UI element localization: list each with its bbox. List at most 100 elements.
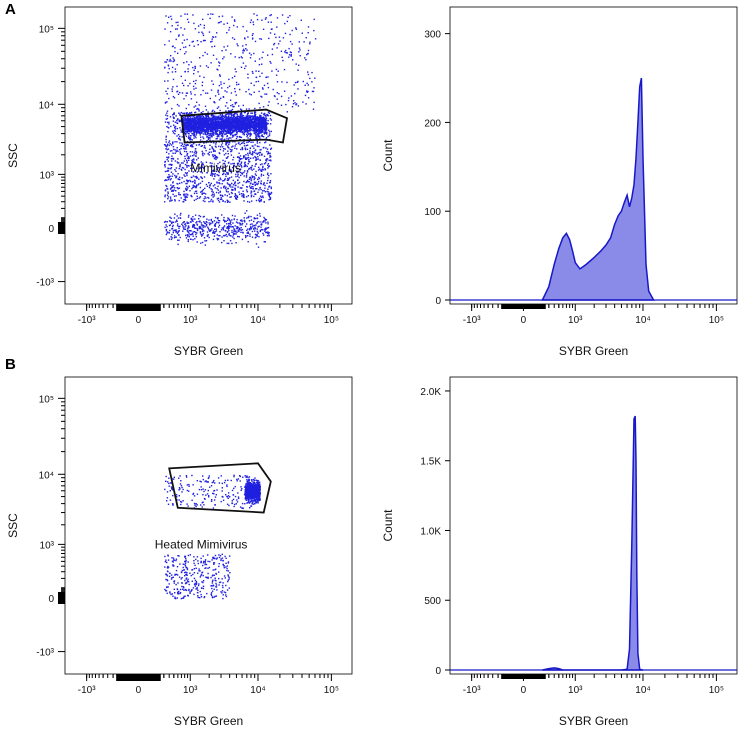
event-dot <box>181 181 183 184</box>
event-dot <box>235 133 237 135</box>
event-dot <box>191 41 193 43</box>
event-dot <box>227 187 229 190</box>
event-dot <box>184 197 187 199</box>
event-dot <box>202 164 204 166</box>
event-dot <box>187 122 189 124</box>
event-dot <box>251 154 254 156</box>
event-dot <box>220 21 222 23</box>
event-dot <box>222 227 224 230</box>
event-dot <box>169 216 171 218</box>
event-dot <box>212 114 214 117</box>
event-dot <box>202 137 205 140</box>
event-dot <box>207 111 209 113</box>
event-dot <box>219 235 221 237</box>
event-dot <box>233 130 235 132</box>
event-dot <box>201 120 203 122</box>
event-dot <box>216 133 218 135</box>
event-dot <box>247 228 249 230</box>
event-dot <box>211 221 214 223</box>
event-dot <box>230 235 232 237</box>
event-dot <box>225 142 228 144</box>
event-dot <box>205 220 207 223</box>
event-dot <box>195 117 197 120</box>
event-dot <box>169 229 171 232</box>
event-dot <box>279 40 281 42</box>
event-dot <box>260 121 262 124</box>
event-dot <box>165 90 167 92</box>
event-dot <box>249 150 251 152</box>
event-dot <box>221 183 223 185</box>
event-dot <box>239 157 242 160</box>
event-dot <box>174 141 176 143</box>
event-dot <box>219 161 221 164</box>
y-axis-title: SSC <box>6 143 20 168</box>
event-dot <box>241 238 244 241</box>
event-dot <box>172 224 174 227</box>
event-dot <box>228 124 230 127</box>
event-dot <box>264 187 266 189</box>
event-dot <box>243 140 245 143</box>
event-dot <box>210 182 212 185</box>
event-dot <box>166 179 168 181</box>
event-dot <box>242 48 245 51</box>
event-dot <box>213 178 215 180</box>
event-dot <box>195 198 197 201</box>
event-dot <box>231 231 233 233</box>
event-dot <box>255 119 257 122</box>
event-dot <box>236 218 238 221</box>
event-dot <box>210 117 212 119</box>
event-dot <box>232 186 234 188</box>
event-dot <box>256 153 258 156</box>
event-dot <box>221 167 223 170</box>
event-dot <box>204 244 206 246</box>
event-dot <box>233 105 235 108</box>
event-dot <box>195 115 198 118</box>
event-dot <box>270 28 273 30</box>
event-dot <box>235 137 238 140</box>
event-dot <box>165 148 167 150</box>
event-dot <box>221 117 223 119</box>
event-dot <box>247 156 249 159</box>
event-dot <box>184 127 187 129</box>
event-dot <box>230 125 233 127</box>
event-dot <box>210 62 212 64</box>
event-dot <box>170 60 172 62</box>
event-dot <box>269 152 271 155</box>
event-dot <box>177 178 179 180</box>
event-dot <box>267 193 269 195</box>
event-dot <box>208 125 210 127</box>
event-dot <box>249 176 251 179</box>
event-dot <box>222 219 225 221</box>
event-dot <box>206 121 209 123</box>
event-dot <box>212 172 214 175</box>
event-dot <box>309 43 311 45</box>
event-dot <box>228 178 230 180</box>
event-dot <box>267 226 270 229</box>
event-dot <box>200 115 202 118</box>
event-dot <box>258 126 260 129</box>
event-dot <box>247 119 249 122</box>
event-dot <box>170 164 172 166</box>
event-dot <box>252 226 254 228</box>
event-dot <box>196 131 198 133</box>
event-dot <box>191 187 193 190</box>
event-dot <box>227 145 229 147</box>
event-dot <box>249 151 251 154</box>
event-dot <box>185 46 187 48</box>
event-dot <box>171 71 174 73</box>
event-dot <box>264 129 267 131</box>
event-dot <box>267 163 270 165</box>
event-dot <box>185 51 187 53</box>
event-dot <box>297 80 299 83</box>
event-dot <box>186 119 189 121</box>
event-dot <box>224 178 226 181</box>
event-dot <box>208 151 210 153</box>
event-dot <box>226 135 228 138</box>
event-dot <box>217 116 219 119</box>
event-dot <box>249 161 251 163</box>
event-dot <box>207 138 210 140</box>
event-dot <box>240 227 242 229</box>
event-dot <box>225 220 227 222</box>
event-dot <box>228 129 230 131</box>
event-dot <box>203 126 206 129</box>
